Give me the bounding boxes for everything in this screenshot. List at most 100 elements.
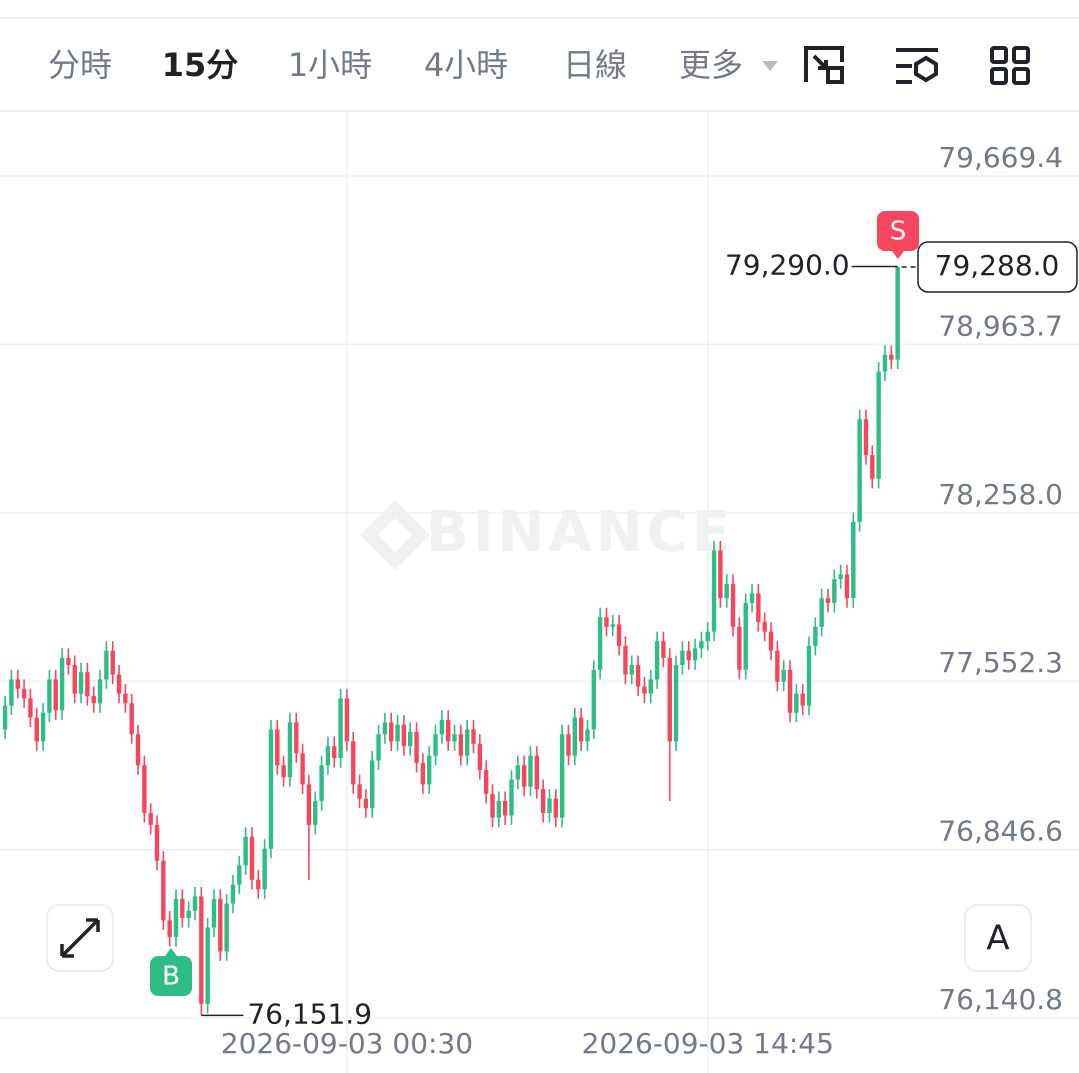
candle-body [9,679,14,706]
candle-body [673,665,679,742]
candle-body [123,693,128,704]
candle-body [534,755,540,790]
candle-body [287,722,293,778]
watermark-logo [360,500,430,570]
last-price-box [917,241,1078,293]
candle-body [154,824,160,861]
candle-body [344,698,350,742]
candle-body [78,672,84,694]
dropdown-arrow [762,61,778,71]
candle-body [794,693,799,713]
tab[interactable]: 日線 [563,46,627,84]
candle-body [439,719,445,735]
buy-marker-label: B [162,962,180,992]
candle-body [756,593,761,623]
candle-body [173,898,179,938]
candle-body [813,626,818,646]
candle-body [433,734,438,756]
icon-layout[interactable] [990,46,1030,85]
candle-body [635,665,641,687]
candle-body [218,898,223,952]
candle-body [547,798,552,813]
candle-body [275,729,280,766]
candle-body [477,743,483,771]
candle-body [585,729,590,742]
sell-marker: S [877,211,919,259]
candle-body [806,645,812,706]
candle-body [268,729,274,849]
candle-body [382,722,388,735]
tab-active[interactable]: 15分 [162,46,239,84]
candle-body [249,836,255,880]
candle-body [186,910,191,918]
candle-body [376,734,381,761]
icon-settings[interactable] [896,48,938,84]
tab[interactable]: 1小時 [288,46,372,84]
candle-body [34,717,39,742]
tab[interactable]: 分時 [48,46,112,84]
candle-body [21,688,27,699]
candle-body [483,770,489,794]
candle-body [737,626,742,670]
candle-body [47,679,52,713]
candle-body [882,354,888,372]
candle-body [319,765,324,802]
candle-body [692,648,698,661]
x-tick-label: 2026-09-03 00:30 [221,1027,473,1060]
y-tick-label: 79,669.4 [938,141,1063,174]
candle-body [389,722,394,742]
candle-body [768,631,774,651]
candle-body [357,784,362,799]
candle-body [256,879,261,890]
candle-body [414,731,419,763]
candle-body [15,679,20,689]
candle-body [648,679,653,694]
candle-body [844,574,850,599]
candle-body [490,793,495,818]
candle-body [135,734,141,766]
candle-body [566,734,571,756]
candle-body [306,784,312,825]
candle-body [724,583,729,599]
candle-body [313,801,318,825]
candle-body [300,753,305,785]
candle-body [718,550,723,599]
high-label: 79,290.0 [725,249,850,282]
candle-body [876,371,881,479]
candle-body [528,755,533,787]
candle-body [28,698,33,718]
candle-body [205,927,210,1004]
candle-body [838,574,843,580]
candle-body [572,717,577,756]
candle-body [427,755,432,785]
candle-body [192,896,198,911]
expand-button[interactable] [46,904,114,972]
candle-body [97,679,103,704]
candle-body [180,898,185,918]
candle-body [743,602,748,670]
candle-body [363,798,369,809]
font-button-label[interactable]: A [986,919,1009,959]
candle-body [420,762,426,785]
candle-body [559,734,565,818]
candle-body [889,354,894,360]
icon-fullscreen[interactable] [804,46,844,84]
candle-body [332,746,337,759]
y-tick-label: 78,963.7 [938,309,1063,342]
candle-body [654,641,660,680]
candle-body [211,898,217,928]
candle-body [351,741,356,785]
candle-body [370,760,375,809]
last-price-label: 79,288.0 [935,249,1060,282]
candle-body [230,884,236,904]
tab[interactable]: 4小時 [424,46,508,84]
candle-body [642,686,647,694]
tab[interactable]: 更多 [679,46,743,84]
candle-body [502,801,508,816]
candle-body [2,705,8,730]
font-button[interactable]: A [964,904,1032,972]
candle-body [819,598,824,627]
sell-marker-label: S [890,217,907,247]
candle-body [243,836,248,866]
candle-body [40,712,46,742]
